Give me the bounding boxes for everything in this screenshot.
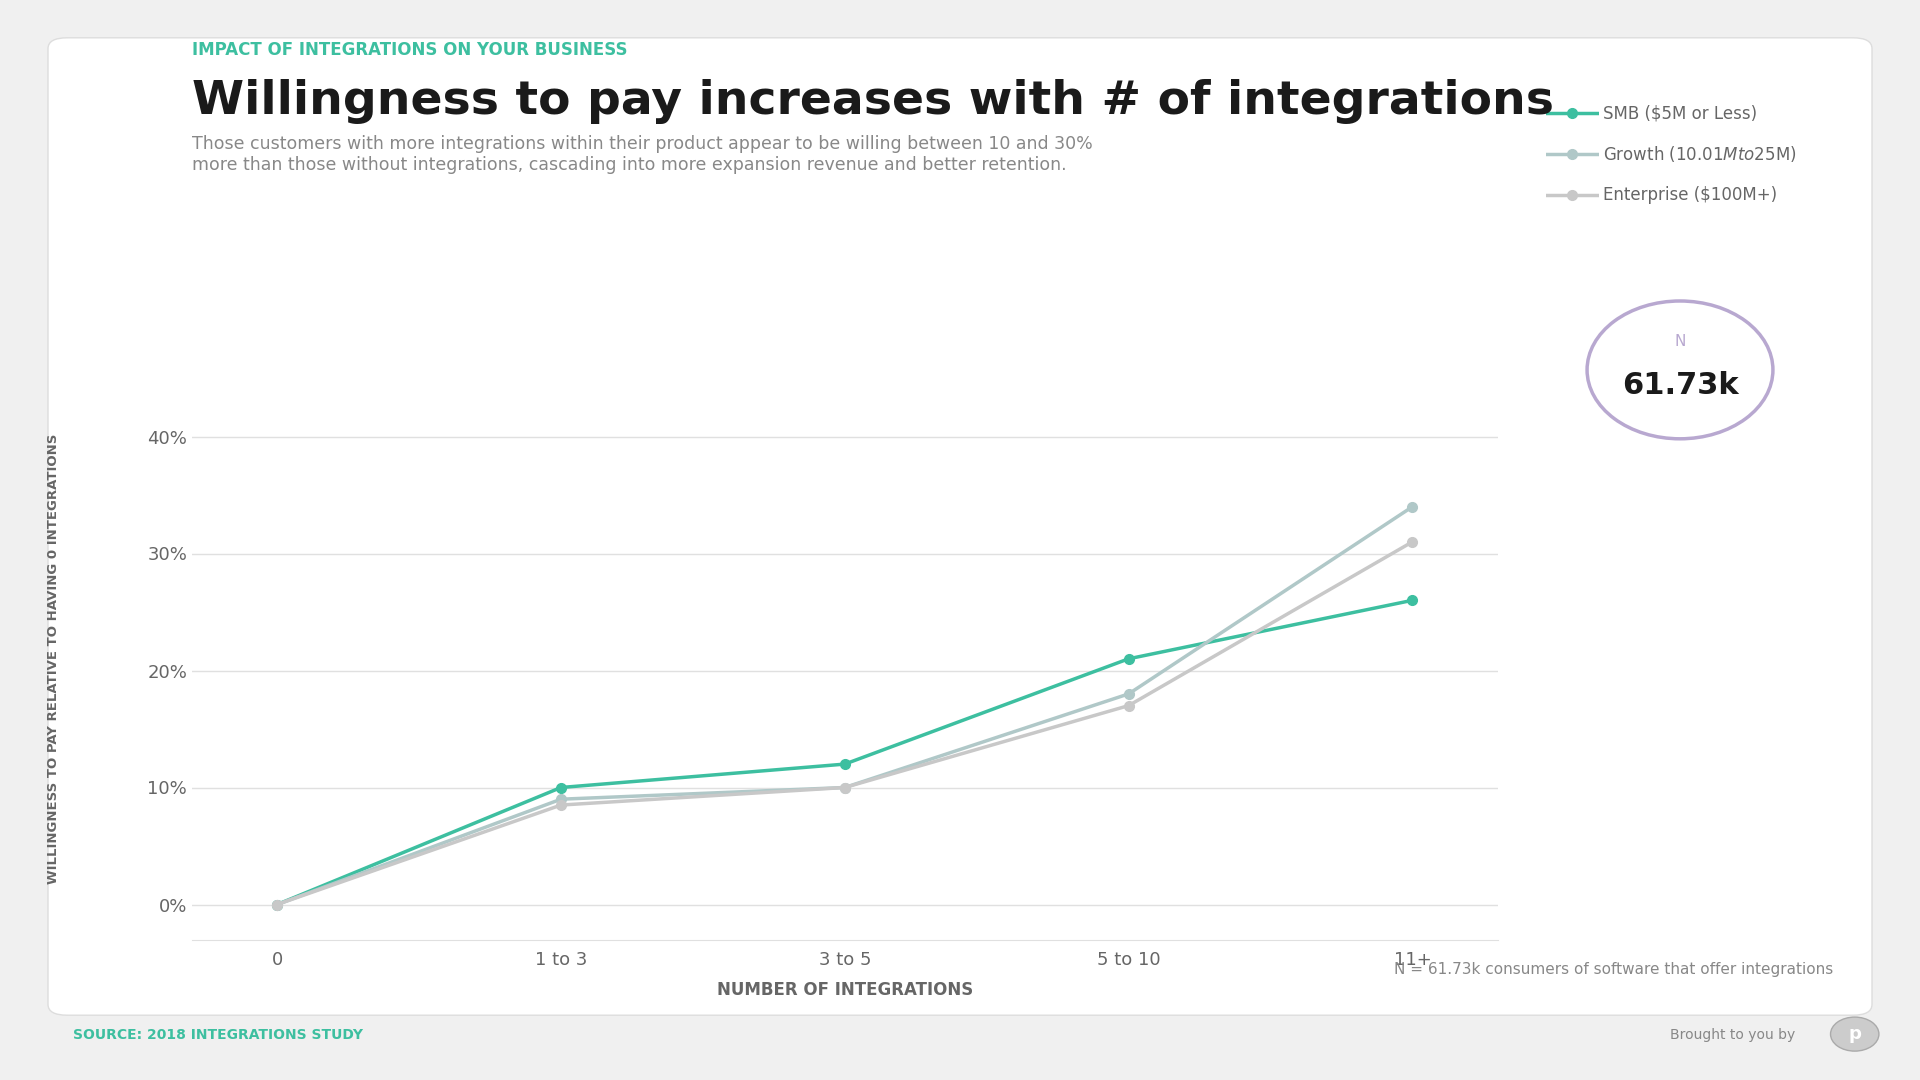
Text: WILLINGNESS TO PAY RELATIVE TO HAVING 0 INTEGRATIONS: WILLINGNESS TO PAY RELATIVE TO HAVING 0 … <box>48 433 60 885</box>
Circle shape <box>1830 1017 1880 1051</box>
Text: p: p <box>1849 1025 1860 1043</box>
Circle shape <box>1588 301 1772 438</box>
Text: IMPACT OF INTEGRATIONS ON YOUR BUSINESS: IMPACT OF INTEGRATIONS ON YOUR BUSINESS <box>192 41 628 59</box>
Text: Enterprise ($100M+): Enterprise ($100M+) <box>1603 187 1778 204</box>
Text: Those customers with more integrations within their product appear to be willing: Those customers with more integrations w… <box>192 135 1092 174</box>
Text: 61.73k: 61.73k <box>1622 372 1738 400</box>
Text: Willingness to pay increases with # of integrations: Willingness to pay increases with # of i… <box>192 79 1553 124</box>
Text: SOURCE: 2018 INTEGRATIONS STUDY: SOURCE: 2018 INTEGRATIONS STUDY <box>73 1028 363 1042</box>
Text: N = 61.73k consumers of software that offer integrations: N = 61.73k consumers of software that of… <box>1394 962 1834 977</box>
Text: Growth ($10.01M to $25M): Growth ($10.01M to $25M) <box>1603 145 1797 164</box>
Text: N: N <box>1674 334 1686 349</box>
Text: SMB ($5M or Less): SMB ($5M or Less) <box>1603 105 1757 122</box>
Text: Brought to you by: Brought to you by <box>1670 1028 1795 1042</box>
Text: NUMBER OF INTEGRATIONS: NUMBER OF INTEGRATIONS <box>716 981 973 999</box>
